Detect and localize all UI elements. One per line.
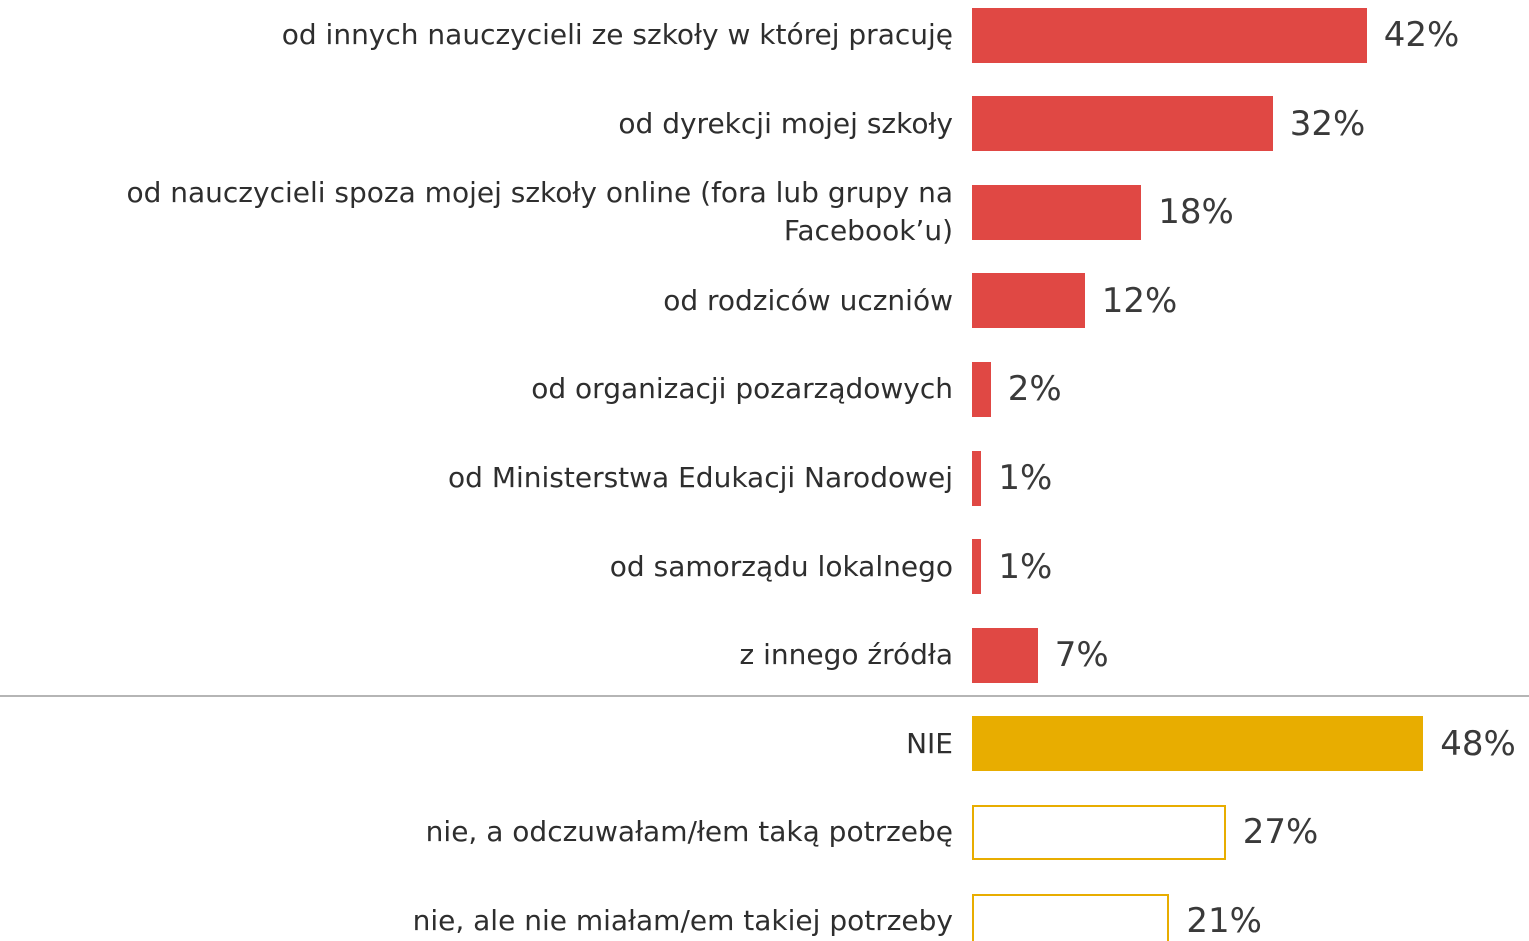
bar	[972, 361, 991, 417]
bar	[972, 627, 1038, 683]
category-label: od Ministerstwa Edukacji Narodowej	[448, 461, 953, 494]
value-label: 12%	[1101, 280, 1178, 321]
bar	[972, 716, 1424, 772]
bar	[972, 804, 1226, 860]
value-label: 48%	[1440, 723, 1516, 764]
value-label: 32%	[1289, 103, 1366, 144]
bar	[972, 7, 1367, 63]
category-label: od samorządu lokalnego	[609, 549, 953, 583]
value-label: 21%	[1186, 901, 1262, 941]
value-label: 27%	[1242, 812, 1319, 853]
value-label: 7%	[1054, 635, 1109, 676]
value-label: 42%	[1383, 15, 1460, 55]
bar	[972, 893, 1170, 941]
category-label: NIE	[906, 726, 953, 760]
divider	[0, 695, 1529, 697]
value-label: 2%	[1007, 369, 1062, 410]
value-label: 1%	[998, 546, 1053, 587]
category-label: od nauczycieli spoza mojej szkoły online…	[126, 176, 953, 248]
bar	[972, 184, 1142, 240]
category-label: z innego źródła	[739, 638, 953, 672]
category-label: od rodziców uczniów	[663, 283, 953, 317]
category-label: nie, ale nie miałam/em takiej potrzeby	[412, 904, 953, 937]
bar	[972, 96, 1273, 152]
bar	[972, 273, 1085, 329]
value-label: 18%	[1158, 192, 1234, 233]
category-label: od innych nauczycieli ze szkoły w której…	[281, 18, 953, 51]
bar	[972, 539, 982, 595]
category-label: nie, a odczuwałam/łem taką potrzebę	[425, 815, 953, 849]
category-label: od dyrekcji mojej szkoły	[618, 106, 953, 140]
category-label: od organizacji pozarządowych	[531, 372, 953, 406]
value-label: 1%	[998, 458, 1053, 498]
bar	[972, 450, 982, 506]
